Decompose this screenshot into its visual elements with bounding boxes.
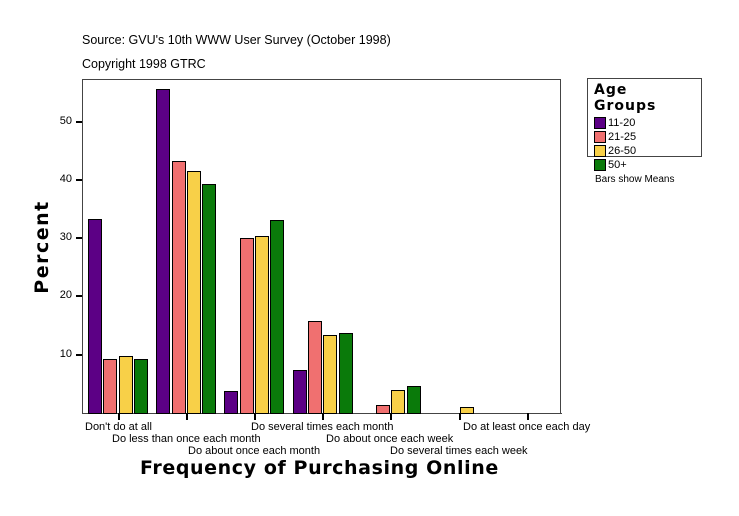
bar <box>187 171 201 414</box>
x-tick-label: Do less than once each month <box>112 433 261 445</box>
plot-area <box>82 79 561 413</box>
bar <box>255 236 269 414</box>
x-tick-mark <box>186 413 188 420</box>
legend-swatch-26-50 <box>594 145 606 157</box>
bar <box>103 359 117 414</box>
bar <box>134 359 148 414</box>
legend-item: 26-50 <box>594 144 695 158</box>
x-tick-label: Don't do at all <box>85 421 152 433</box>
legend-item: 21-25 <box>594 130 695 144</box>
x-tick-mark <box>527 413 529 420</box>
y-tick-mark <box>76 295 82 298</box>
legend-label: 21-25 <box>608 131 637 143</box>
bar <box>407 386 421 414</box>
bar <box>339 333 353 414</box>
x-tick-mark <box>459 413 461 420</box>
source-caption: Source: GVU's 10th WWW User Survey (Octo… <box>82 33 391 47</box>
x-tick-mark <box>390 413 392 420</box>
bar <box>224 391 238 414</box>
legend-label: 11-20 <box>608 117 636 129</box>
bar <box>391 390 405 414</box>
y-tick-mark <box>76 120 82 123</box>
bar <box>202 184 216 414</box>
bar <box>270 220 284 414</box>
x-tick-mark <box>322 413 324 420</box>
legend-item: 11-20 <box>594 116 695 130</box>
legend: Age Groups 11-20 21-25 26-50 50+ <box>587 78 702 171</box>
y-tick-label: 40 <box>59 172 72 185</box>
bar <box>88 219 102 414</box>
x-tick-label: Do at least once each day <box>463 421 591 433</box>
bar <box>308 321 322 414</box>
x-tick-mark <box>254 413 256 420</box>
bar <box>172 161 186 414</box>
copyright-caption: Copyright 1998 GTRC <box>82 57 206 71</box>
y-tick-mark <box>76 178 82 181</box>
y-tick-mark <box>76 237 82 240</box>
legend-label: 50+ <box>608 159 627 171</box>
bar <box>156 89 170 414</box>
legend-swatch-11-20 <box>594 117 606 129</box>
legend-swatch-21-25 <box>594 131 606 143</box>
legend-item: 50+ <box>594 158 695 172</box>
y-tick-label: 30 <box>59 231 72 244</box>
legend-swatch-50-plus <box>594 159 606 171</box>
bar <box>119 356 133 414</box>
legend-label: 26-50 <box>608 145 637 157</box>
y-tick-label: 50 <box>59 114 72 127</box>
x-tick-label: Do about once each week <box>326 433 454 445</box>
bar <box>376 405 390 414</box>
legend-title: Age Groups <box>594 82 657 114</box>
y-tick-label: 10 <box>59 347 72 360</box>
bar <box>293 370 307 414</box>
bars-note: Bars show Means <box>595 174 675 185</box>
x-axis-title: Frequency of Purchasing Online <box>140 457 499 479</box>
y-tick-mark <box>76 353 82 356</box>
x-tick-label: Do about once each month <box>188 445 321 457</box>
bar <box>323 335 337 414</box>
x-tick-label: Do several times each month <box>251 421 394 433</box>
y-tick-label: 20 <box>59 289 72 302</box>
x-tick-label: Do several times each week <box>390 445 528 457</box>
bar <box>240 238 254 414</box>
y-axis-title: Percent <box>31 200 53 294</box>
x-tick-mark <box>118 413 120 420</box>
bar <box>460 407 474 414</box>
